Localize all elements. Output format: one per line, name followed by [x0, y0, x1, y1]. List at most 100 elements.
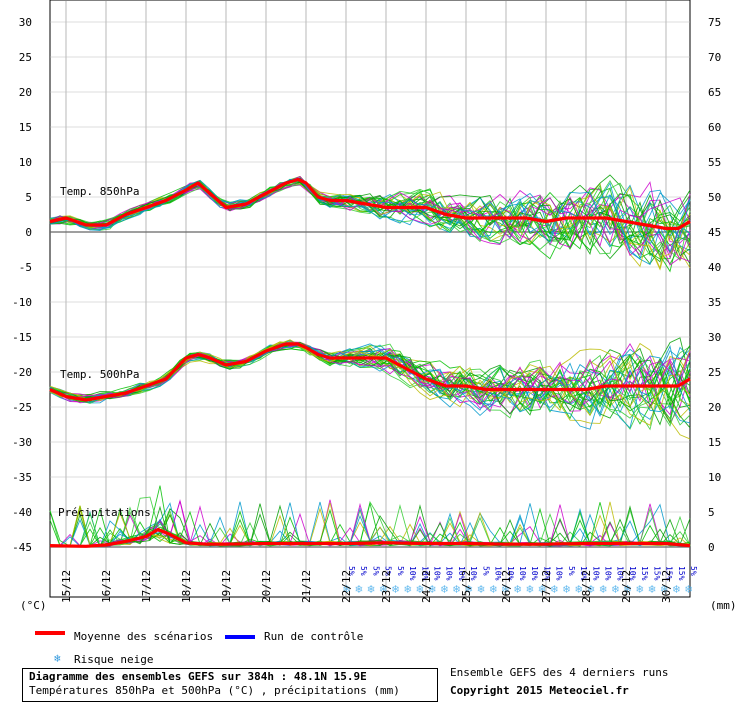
snowflake-icon: ❄: [685, 582, 692, 596]
snow-risk-label: 10%: [530, 566, 539, 581]
left-tick-label: 25: [19, 51, 32, 64]
footer-info-box: Diagramme des ensembles GEFS sur 384h : …: [22, 668, 438, 702]
runs-note: Ensemble GEFS des 4 derniers runs: [450, 666, 669, 679]
left-tick-label: 15: [19, 121, 32, 134]
right-tick-label: 20: [708, 401, 721, 414]
right-axis-unit: (mm): [710, 599, 737, 612]
snowflake-icon: ❄: [648, 582, 655, 596]
x-tick-label: 24/12: [420, 570, 433, 603]
control-legend-label: Run de contrôle: [264, 630, 364, 643]
snowflake-icon: ❄: [575, 582, 582, 596]
snowflake-icon: ❄: [612, 582, 619, 596]
snow-risk-label: 5%: [481, 566, 490, 576]
snow-risk-label: 10%: [469, 566, 478, 581]
left-tick-label: -45: [12, 541, 32, 554]
snowflake-icon: ❄: [380, 582, 387, 596]
snowflake-icon: ❄: [661, 582, 668, 596]
footer-subtitle: Températures 850hPa et 500hPa (°C) , pré…: [29, 684, 400, 697]
mean-legend-swatch: [35, 631, 65, 635]
left-tick-label: -20: [12, 366, 32, 379]
right-tick-label: 40: [708, 261, 721, 274]
x-tick-label: 26/12: [500, 570, 513, 603]
right-tick-label: 70: [708, 51, 721, 64]
mean-lines: [49, 177, 691, 548]
snowflake-icon: ❄: [624, 582, 631, 596]
left-tick-label: 0: [25, 226, 32, 239]
mean-line: [49, 177, 691, 231]
snowflake-icon: ❄: [490, 582, 497, 596]
snow-risk-label: 5%: [347, 566, 356, 576]
snowflake-icon: ❄: [563, 582, 570, 596]
right-tick-label: 60: [708, 121, 721, 134]
snow-risk-label: 15%: [652, 566, 661, 581]
right-tick-label: 25: [708, 366, 721, 379]
snowflake-icon: ❄: [636, 582, 643, 596]
ensemble-member-line: [49, 344, 691, 427]
snow-risk-label: 15%: [665, 566, 674, 581]
left-axis-unit: (°C): [20, 599, 47, 612]
panel-label-500: Temp. 500hPa: [60, 368, 139, 381]
snowflake-icon: ❄: [453, 582, 460, 596]
snow-risk-label: 10%: [628, 566, 637, 581]
right-tick-label: 65: [708, 86, 721, 99]
snow-risk-label: 10%: [445, 566, 454, 581]
left-tick-label: -15: [12, 331, 32, 344]
snowflake-icon: ❄: [514, 582, 521, 596]
left-tick-label: -30: [12, 436, 32, 449]
snow-risk-label: 5%: [371, 566, 380, 576]
snow-risk-label: 5%: [396, 566, 405, 576]
right-tick-label: 35: [708, 296, 721, 309]
left-tick-label: -25: [12, 401, 32, 414]
ensemble-member-line: [49, 341, 691, 415]
right-tick-label: 5: [708, 506, 715, 519]
x-tick-label: 16/12: [100, 570, 113, 603]
snow-risk-label: 10%: [616, 566, 625, 581]
snow-legend-label: Risque neige: [74, 653, 154, 666]
snow-risk-label: 10%: [542, 566, 551, 581]
left-tick-label: -10: [12, 296, 32, 309]
snowflake-icon: ❄: [600, 582, 607, 596]
snowflake-icon: ❄: [404, 582, 411, 596]
snowflake-icon: ❄: [355, 582, 362, 596]
snow-risk-label: 10%: [604, 566, 613, 581]
mean-legend-label: Moyenne des scénarios: [74, 630, 214, 643]
snow-risk-label: 15%: [677, 566, 686, 581]
snow-risk-label: 10%: [494, 566, 503, 581]
snowflake-icon: ❄: [429, 582, 436, 596]
snowflake-icon: ❄: [526, 582, 533, 596]
plot-frame: [49, 0, 691, 598]
snow-risk-label: 10%: [420, 566, 429, 581]
right-tick-label: 50: [708, 191, 721, 204]
left-tick-label: 30: [19, 16, 32, 29]
snowflake-icon: ❄: [54, 652, 61, 665]
x-tick-label: 23/12: [380, 570, 393, 603]
x-tick-label: 29/12: [620, 570, 633, 603]
x-tick-label: 21/12: [300, 570, 313, 603]
left-tick-label: 10: [19, 156, 32, 169]
snowflake-icon: ❄: [343, 582, 350, 596]
mean-line: [49, 342, 691, 402]
snowflake-icon: ❄: [392, 582, 399, 596]
x-tick-label: 15/12: [60, 570, 73, 603]
x-tick-label: 19/12: [220, 570, 233, 603]
snow-risk-label: 15%: [640, 566, 649, 581]
snowflake-icon: ❄: [477, 582, 484, 596]
right-tick-label: 75: [708, 16, 721, 29]
snowflake-icon: ❄: [465, 582, 472, 596]
x-tick-label: 28/12: [580, 570, 593, 603]
axis-ticks: 302520151050-5-10-15-20-25-30-35-40-4575…: [12, 16, 721, 603]
snowflake-icon: ❄: [551, 582, 558, 596]
snow-risk-row: 5%❄5%❄5%❄5%❄5%❄10%❄10%❄10%❄10%❄10%❄10%❄5…: [343, 566, 698, 596]
right-tick-label: 30: [708, 331, 721, 344]
right-tick-label: 0: [708, 541, 715, 554]
x-tick-label: 20/12: [260, 570, 273, 603]
x-tick-label: 18/12: [180, 570, 193, 603]
snow-risk-label: 10%: [457, 566, 466, 581]
right-tick-label: 55: [708, 156, 721, 169]
snowflake-icon: ❄: [502, 582, 509, 596]
snow-risk-label: 10%: [506, 566, 515, 581]
snowflake-icon: ❄: [416, 582, 423, 596]
snow-risk-label: 5%: [567, 566, 576, 576]
snow-risk-label: 10%: [579, 566, 588, 581]
